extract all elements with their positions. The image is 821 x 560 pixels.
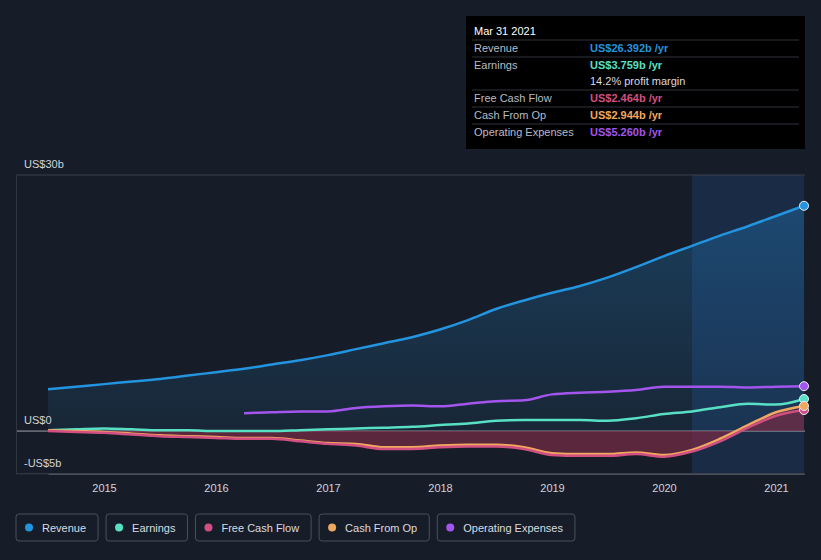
x-tick-label: 2017: [316, 482, 340, 494]
grid: [16, 175, 805, 474]
end-point: [800, 201, 809, 210]
y-tick: US$0: [16, 414, 52, 431]
y-tick: US$30b: [16, 158, 64, 175]
legend-label: Earnings: [132, 522, 176, 534]
tooltip-note: 14.2% profit margin: [590, 75, 685, 87]
legend-label: Operating Expenses: [463, 522, 563, 534]
legend-item: Earnings: [106, 514, 187, 541]
legend-box: [195, 514, 311, 541]
legend-label: Free Cash Flow: [221, 522, 299, 534]
legend-item: Free Cash Flow: [195, 514, 311, 541]
legend-swatch: [115, 524, 123, 532]
tooltip-value: US$5.260b /yr: [590, 126, 663, 138]
end-point: [800, 401, 809, 410]
legend-label: Cash From Op: [345, 522, 417, 534]
y-tick-label: US$0: [24, 414, 52, 426]
legend-box: [437, 514, 575, 541]
legend-swatch: [446, 524, 454, 532]
tooltip: Mar 31 2021 Revenue US$26.392b /yr Earnings…: [466, 16, 805, 149]
x-axis: 2015 2016 2017 2018 2019 2020 2021: [49, 474, 805, 494]
legend-box: [319, 514, 429, 541]
tooltip-value: US$2.944b /yr: [590, 109, 663, 121]
grid-line: [16, 175, 805, 176]
tooltip-separator: [472, 57, 799, 58]
x-tick: 2021: [764, 474, 788, 494]
area: [48, 206, 804, 431]
y-axis-line: [16, 176, 17, 475]
tooltip-label: Operating Expenses: [474, 126, 574, 138]
legend-box: [16, 514, 98, 541]
line: [48, 410, 804, 457]
legend-swatch: [328, 524, 336, 532]
legend-item: Operating Expenses: [437, 514, 575, 541]
x-tick-label: 2016: [204, 482, 228, 494]
x-tick: 2019: [540, 474, 564, 494]
legend-swatch: [25, 524, 33, 532]
x-tick: 2015: [92, 474, 116, 494]
legend-swatch: [204, 524, 212, 532]
x-tick-label: 2021: [764, 482, 788, 494]
legend-box: [106, 514, 187, 541]
line: [48, 399, 804, 431]
x-axis-line: [49, 474, 805, 475]
tooltip-title: Mar 31 2021: [474, 25, 536, 37]
tooltip-separator: [472, 90, 799, 91]
grid-line: [16, 473, 805, 474]
tooltip-separator: [472, 40, 799, 41]
chart-root: US$30b US$0 -US$5b 2015 2016 2017 2018 2019 2020…: [0, 0, 821, 560]
y-tick-label: -US$5b: [24, 457, 61, 469]
x-tick-label: 2020: [652, 482, 676, 494]
tooltip-separator: [472, 124, 799, 125]
line: [48, 206, 804, 389]
x-tick-label: 2019: [540, 482, 564, 494]
tooltip-label: Earnings: [474, 59, 518, 71]
tooltip-label: Cash From Op: [474, 109, 546, 121]
tooltip-box: [466, 16, 805, 149]
tooltip-value: US$2.464b /yr: [590, 92, 663, 104]
legend-item: Revenue: [16, 514, 98, 541]
tooltip-value: US$26.392b /yr: [590, 42, 669, 54]
tooltip-label: Free Cash Flow: [474, 92, 552, 104]
legend: Revenue Earnings Free Cash Flow Cash From O…: [16, 514, 575, 541]
tooltip-separator: [472, 107, 799, 108]
legend-label: Revenue: [42, 522, 86, 534]
x-tick-label: 2015: [92, 482, 116, 494]
x-tick: 2018: [428, 474, 452, 494]
line: [244, 386, 804, 413]
x-tick: 2020: [652, 474, 676, 494]
x-tick: 2017: [316, 474, 340, 494]
background: [0, 0, 821, 560]
x-tick: 2016: [204, 474, 228, 494]
y-tick: -US$5b: [16, 457, 61, 474]
end-point: [800, 382, 809, 391]
plot-area: [48, 201, 809, 456]
y-axis: US$30b US$0 -US$5b: [16, 158, 64, 474]
x-tick-label: 2018: [428, 482, 452, 494]
legend-item: Cash From Op: [319, 514, 429, 541]
tooltip-label: Revenue: [474, 42, 518, 54]
y-tick-label: US$30b: [24, 158, 64, 170]
tooltip-value: US$3.759b /yr: [590, 59, 663, 71]
